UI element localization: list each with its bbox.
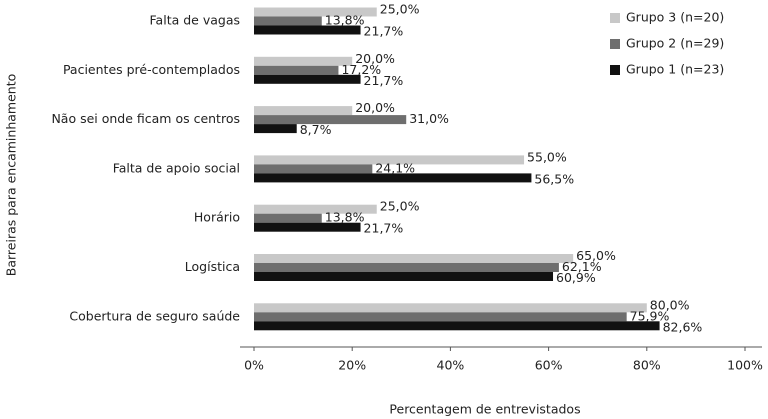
bar <box>254 115 407 125</box>
bar <box>254 254 574 263</box>
y-tick-label: Pacientes pré-contemplados <box>63 62 240 77</box>
bar <box>254 303 647 313</box>
y-axis-label: Barreiras para encaminhamento <box>4 74 19 276</box>
legend-swatch <box>610 13 620 23</box>
value-label: 21,7% <box>364 221 404 236</box>
bar <box>254 213 322 223</box>
value-label: 20,0% <box>355 51 395 66</box>
value-label: 55,0% <box>527 149 567 164</box>
bar <box>254 263 559 272</box>
x-tick-label: 60% <box>535 358 563 373</box>
bar <box>254 272 554 281</box>
bar <box>254 173 532 183</box>
bar <box>254 321 660 331</box>
value-label: 21,7% <box>364 73 404 88</box>
value-label: 80,0% <box>650 297 690 312</box>
value-label: 75,9% <box>630 308 670 323</box>
y-tick-label: Não sei onde ficam os centros <box>51 111 240 126</box>
legend-label: Grupo 3 (n=20) <box>626 10 724 25</box>
bar <box>254 204 377 214</box>
legend-swatch <box>610 39 620 49</box>
value-label: 20,0% <box>355 100 395 115</box>
bar <box>254 7 377 17</box>
value-label: 65,0% <box>576 248 616 263</box>
y-tick-label: Falta de apoio social <box>113 160 240 175</box>
value-label: 56,5% <box>534 171 574 186</box>
y-tick-label: Logística <box>185 259 240 274</box>
y-tick-label: Cobertura de seguro saúde <box>69 308 240 323</box>
value-label: 24,1% <box>375 160 415 175</box>
value-label: 31,0% <box>409 111 449 126</box>
legend-swatch <box>610 65 620 75</box>
value-label: 21,7% <box>364 24 404 39</box>
value-label: 17,2% <box>341 62 381 77</box>
value-label: 60,9% <box>556 270 596 285</box>
x-axis-label: Percentagem de entrevistados <box>389 402 580 417</box>
bar <box>254 74 361 84</box>
legend-label: Grupo 1 (n=23) <box>626 62 724 77</box>
value-label: 62,1% <box>562 259 602 274</box>
value-label: 25,0% <box>380 199 420 214</box>
value-label: 13,8% <box>325 210 365 225</box>
x-tick-label: 0% <box>244 358 264 373</box>
x-tick-label: 80% <box>633 358 661 373</box>
bar <box>254 65 339 75</box>
bar <box>254 164 373 174</box>
value-label: 13,8% <box>325 13 365 28</box>
bar <box>254 312 627 322</box>
x-tick-label: 40% <box>437 358 465 373</box>
bar <box>254 155 525 165</box>
bar <box>254 25 361 35</box>
x-tick-label: 100% <box>727 358 763 373</box>
value-label: 25,0% <box>380 2 420 17</box>
y-tick-label: Horário <box>194 210 240 225</box>
value-label: 82,6% <box>663 319 703 334</box>
bar <box>254 222 361 232</box>
bar <box>254 106 353 116</box>
bar <box>254 56 353 66</box>
value-label: 8,7% <box>300 122 332 137</box>
legend-label: Grupo 2 (n=29) <box>626 36 724 51</box>
x-tick-label: 20% <box>338 358 366 373</box>
y-tick-label: Falta de vagas <box>150 13 240 28</box>
bar <box>254 16 322 26</box>
bar <box>254 124 297 134</box>
